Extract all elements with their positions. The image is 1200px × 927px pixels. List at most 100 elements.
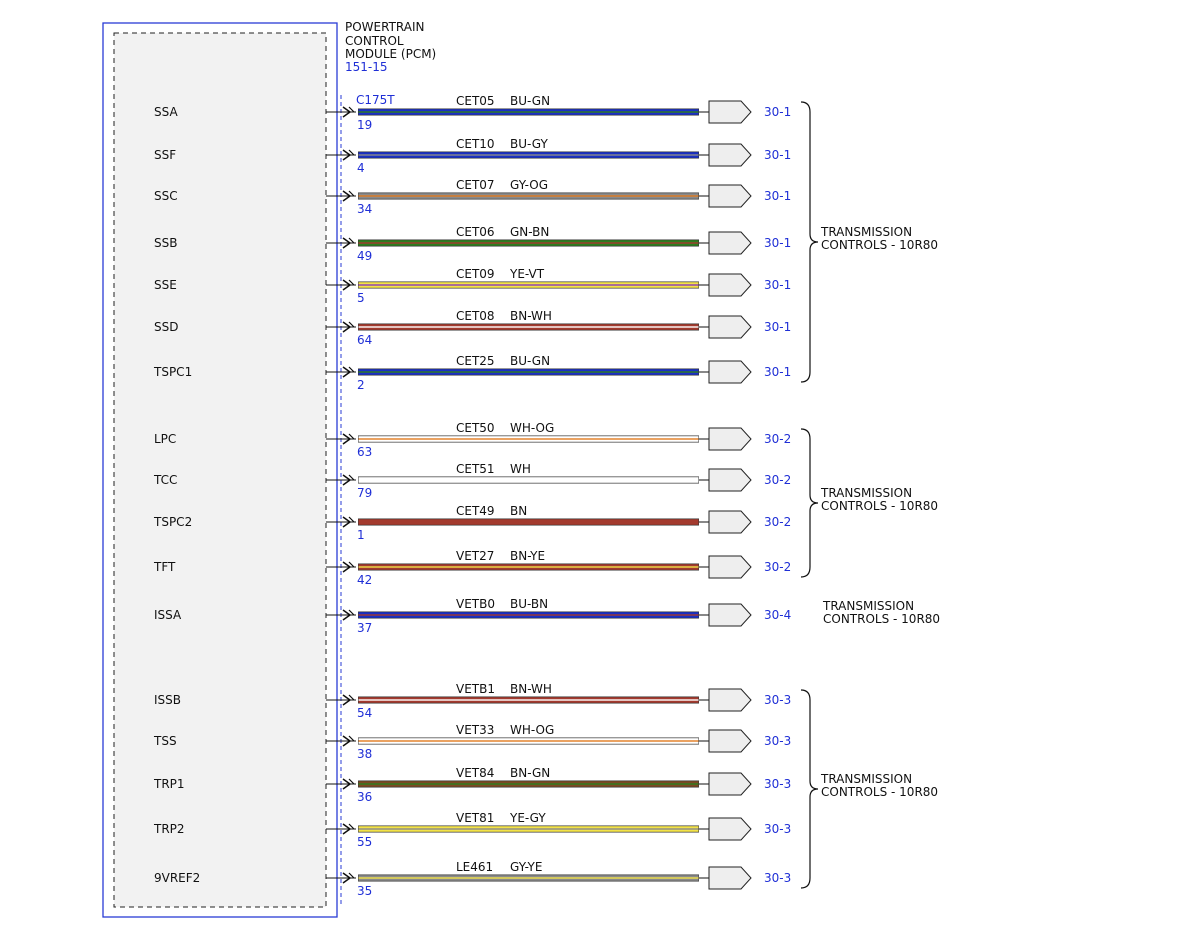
connector-label: C175T [356,93,395,107]
group-label-line: CONTROLS - 10R80 [821,499,938,513]
pin-arrow [342,735,352,747]
pin-number: 4 [357,161,365,175]
circuit-id: VET27 [456,549,494,563]
signal-label: TRP2 [153,822,185,836]
wire-row: SSD 64 CET08 BN-WH 30-1 [154,309,791,347]
signal-label: TSPC2 [153,515,192,529]
connector-tag [708,143,752,167]
wire-stripe [358,614,699,616]
circuit-id: CET49 [456,504,495,518]
destination-ref: 30-1 [764,320,791,334]
circuit-id: VET81 [456,811,494,825]
wire-row: ISSA 37 VETB0 BU-BN 30-4 [154,597,791,635]
pin-arrow [342,778,352,790]
circuit-id: VET84 [456,766,494,780]
pin-arrow [342,149,352,161]
signal-label: ISSA [154,608,182,622]
wire-stripe [358,326,699,328]
pin-arrow-tail [348,279,355,286]
wire-stripe [358,783,699,785]
pin-arrow [342,279,352,291]
wire-stripe [358,111,699,113]
pin-number: 64 [357,333,372,347]
pin-arrow-tail [348,735,355,742]
circuit-id: CET25 [456,354,495,368]
pcm-body [113,32,327,908]
pin-number: 2 [357,378,365,392]
connector-tag [708,468,752,492]
wire-row: TSPC2 1 CET49 BN 30-2 [153,504,791,542]
wire-stripe [358,566,699,568]
pin-arrow-tail [348,561,355,568]
pin-arrow [342,237,352,249]
pin-arrow-tail [348,516,355,523]
wire-color-code: GY-OG [510,178,548,192]
pin-arrow [342,433,352,445]
wire-row: SSA 19 CET05 BU-GN 30-1 [154,94,791,132]
group-label-line: TRANSMISSION [822,599,914,613]
wire-stripe [358,828,699,830]
connector-tag [708,866,752,890]
connector-tag [708,817,752,841]
circuit-id: CET06 [456,225,495,239]
module-title-line-3: MODULE (PCM) [345,47,436,61]
pin-arrow [342,609,352,621]
circuit-id: CET51 [456,462,495,476]
circuit-id: CET08 [456,309,495,323]
destination-ref: 30-2 [764,432,791,446]
connector-tag [708,772,752,796]
wire-row: LPC 63 CET50 WH-OG 30-2 [154,421,791,459]
wire-row: 9VREF2 35 LE461 GY-YE 30-3 [154,860,791,898]
signal-label: TRP1 [153,777,185,791]
connector-tag [708,315,752,339]
pin-arrow [342,516,352,528]
wire-color-code: BN [510,504,527,518]
wire-color-code: YE-GY [509,811,546,825]
group-brace [800,101,819,383]
wire-row: TFT 42 VET27 BN-YE 30-2 [153,549,791,587]
circuit-id: VET33 [456,723,494,737]
wire-color-code: GY-YE [510,860,542,874]
wire-stripe [358,877,699,879]
wire-color-code: BN-WH [510,309,552,323]
pin-arrow-tail [348,474,355,481]
wire-row: TCC 79 CET51 WH 30-2 [153,462,791,500]
wire-stripe [358,195,699,197]
circuit-id: CET10 [456,137,495,151]
group-brace [800,689,819,889]
circuit-id: VETB0 [456,597,495,611]
pin-arrow-tail [348,149,355,156]
wire-row: TSS 38 VET33 WH-OG 30-3 [153,723,791,761]
wire-color-code: BU-GY [510,137,548,151]
wire-stripe [358,371,699,373]
connector-tag [708,184,752,208]
pin-number: 19 [357,118,372,132]
wire-body [358,519,699,525]
connector-tag [708,231,752,255]
wire-stripe [358,438,699,440]
connector-tag [708,510,752,534]
wire-color-code: BU-BN [510,597,548,611]
destination-ref: 30-3 [764,871,791,885]
pin-arrow-tail [348,823,355,830]
module-title-line-1: POWERTRAIN [345,20,425,34]
pin-arrow [342,872,352,884]
destination-ref: 30-1 [764,236,791,250]
pcm-frame [102,22,338,918]
pin-arrow-tail [348,366,355,373]
pin-arrow [342,190,352,202]
wire-stripe [358,740,699,742]
pin-arrow-tail [348,433,355,440]
group-label-line: TRANSMISSION [820,772,912,786]
pin-number: 5 [357,291,365,305]
pin-number: 35 [357,884,372,898]
wire-row: TRP1 36 VET84 BN-GN 30-3 [153,766,791,804]
wire-color-code: BU-GN [510,94,550,108]
pin-number: 63 [357,445,372,459]
pin-arrow [342,561,352,573]
connector-tag [708,100,752,124]
circuit-id: CET09 [456,267,495,281]
